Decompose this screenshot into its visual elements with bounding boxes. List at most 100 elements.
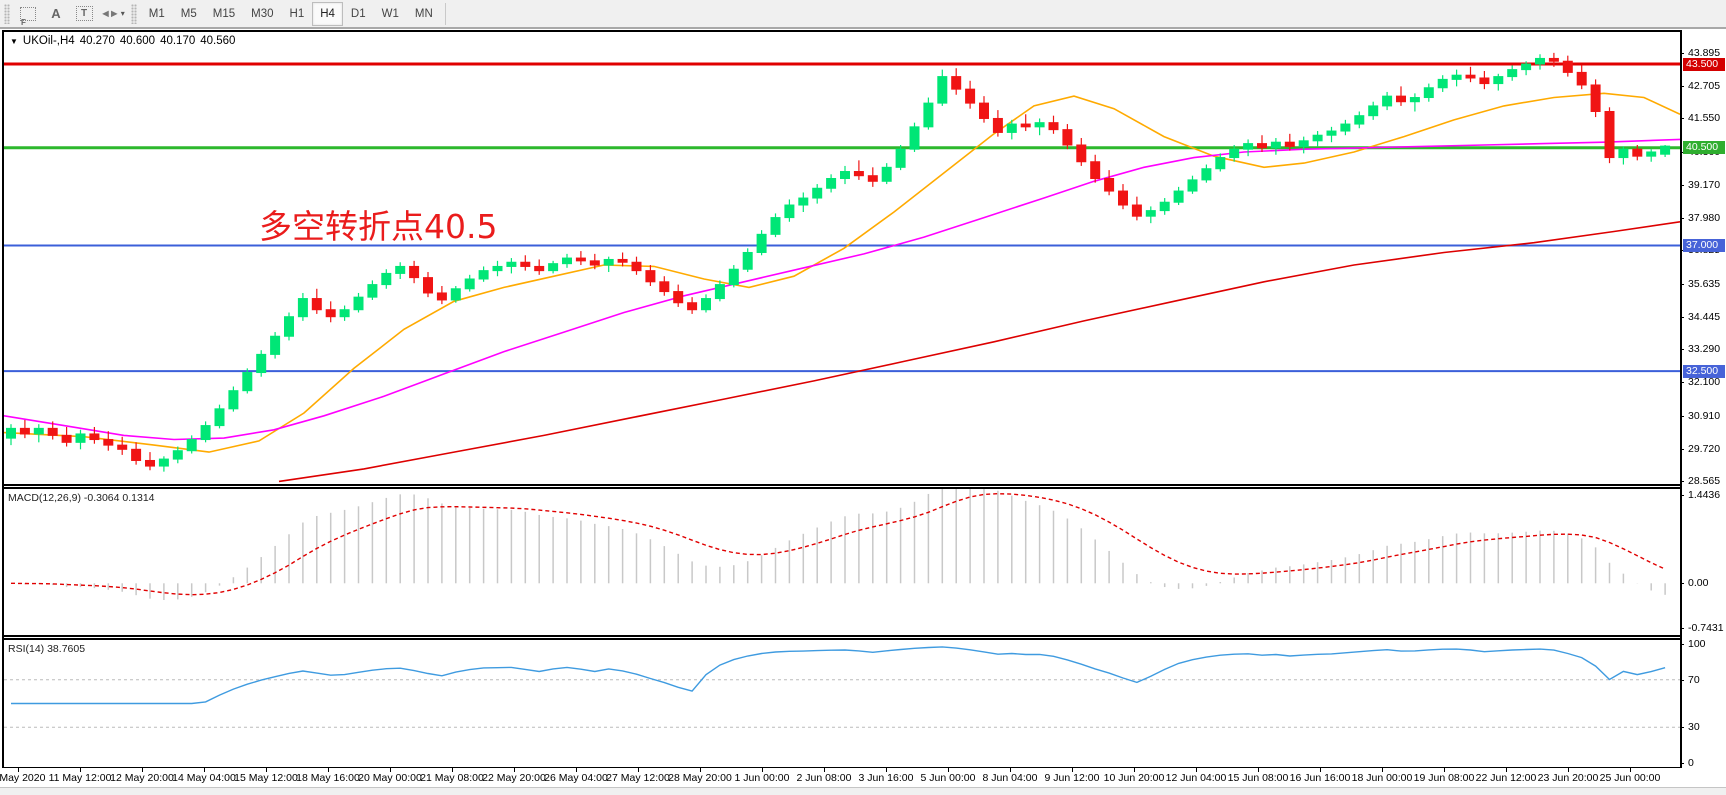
candle-body	[1034, 122, 1045, 128]
chevron-down-icon[interactable]: ▼	[10, 36, 18, 46]
candle-body	[1118, 190, 1128, 206]
timeframe-mn-button[interactable]: MN	[414, 7, 433, 20]
candle-body	[937, 76, 948, 104]
rsi-tick-label: 100	[1680, 638, 1726, 650]
toolbar-grip-2[interactable]	[130, 3, 137, 24]
ma-slow-red	[278, 221, 1680, 483]
timeframe-d1-button[interactable]: D1	[350, 7, 366, 20]
symbol-period-label: UKOil-,H4	[22, 35, 75, 47]
tick-mark	[1680, 118, 1684, 119]
candle-body	[853, 171, 864, 177]
time-tick-mark	[266, 768, 267, 772]
candle-body	[534, 265, 545, 272]
chart-annotation-text[interactable]: 多空转折点40.5	[259, 207, 498, 246]
candle-body	[1396, 95, 1406, 103]
time-tick-label: 16 Jun 16:00	[1289, 772, 1351, 784]
candle-body	[659, 281, 670, 293]
price-tick-label: 42.705	[1680, 80, 1726, 92]
candle-body	[325, 309, 336, 318]
candle-body	[1521, 63, 1532, 71]
time-tick-mark	[514, 768, 515, 772]
time-tick-label: 22 May 20:00	[482, 772, 546, 784]
text-label-icon-button[interactable]: A	[43, 2, 69, 26]
toolbar-grip[interactable]	[4, 3, 10, 24]
candle-body	[1104, 177, 1115, 192]
candle-body	[367, 284, 378, 298]
price-axis[interactable]: 43.89542.70541.55040.36039.17037.98036.8…	[1680, 30, 1726, 787]
rsi-tick-label: 0	[1680, 757, 1726, 769]
candle-body	[714, 284, 725, 300]
macd-tick-label: 1.4436	[1680, 489, 1726, 501]
macd-label: MACD(12,26,9) -0.3064 0.1314	[8, 492, 155, 504]
time-tick-label: 15 May 12:00	[234, 772, 298, 784]
arrows-icon-button[interactable]: ◄► ▾	[99, 2, 126, 26]
candle-body	[1646, 151, 1657, 157]
time-tick-mark	[1630, 768, 1631, 772]
candle-body	[1076, 144, 1087, 163]
macd-signal-line	[10, 492, 1666, 596]
time-tick-label: 12 May 20:00	[110, 772, 174, 784]
time-tick-label: 19 Jun 08:00	[1413, 772, 1475, 784]
candle-body	[75, 433, 86, 443]
candle-body	[409, 265, 420, 279]
time-tick-label: 26 May 04:00	[544, 772, 608, 784]
text-box-icon: T	[75, 6, 93, 21]
rsi-label: RSI(14) 38.7605	[8, 643, 86, 655]
time-tick-label: 5 Jun 00:00	[920, 772, 976, 784]
candle-body	[464, 278, 475, 290]
price-chart-panel[interactable]	[4, 32, 1680, 484]
price-tick-label: 30.910	[1680, 410, 1726, 422]
time-tick-mark	[80, 768, 81, 772]
candle-body	[47, 427, 58, 436]
timeframe-m1-button[interactable]: M1	[148, 7, 165, 20]
timeframe-h1-button[interactable]: H1	[289, 7, 305, 20]
candle-body	[1562, 60, 1573, 73]
candle-body	[1423, 87, 1434, 99]
ohlc-open: 40.270	[79, 35, 115, 47]
time-tick-mark	[328, 768, 329, 772]
price-line-badge-37.000: 37.000	[1683, 239, 1725, 252]
top-toolbar: F A T ◄► ▾ M1 M5 M15 M30 H1 H4 D1 W1 MN	[0, 0, 1726, 29]
candle-body	[450, 288, 461, 301]
tick-mark	[1680, 481, 1684, 482]
rsi-panel[interactable]	[4, 640, 1680, 767]
tick-mark	[1680, 449, 1684, 450]
candle-body	[172, 450, 183, 460]
time-tick-mark	[1010, 768, 1011, 772]
candle-body	[1590, 84, 1601, 112]
panel-separator-macd[interactable]	[4, 484, 1680, 489]
candle-body	[353, 296, 364, 311]
candle-body	[673, 291, 684, 304]
candle-body	[562, 257, 572, 265]
candle-body	[589, 260, 600, 266]
candle-body	[1368, 105, 1379, 117]
time-tick-label: 12 Jun 04:00	[1165, 772, 1227, 784]
panel-separator-rsi[interactable]	[4, 635, 1680, 640]
timeframe-m5-button[interactable]: M5	[180, 7, 197, 20]
candle-body	[61, 434, 72, 443]
timeframe-m30-button[interactable]: M30	[251, 7, 274, 20]
macd-panel[interactable]	[4, 489, 1680, 635]
time-tick-mark	[204, 768, 205, 772]
candle-body	[131, 448, 142, 461]
timeframe-m15-button[interactable]: M15	[212, 7, 236, 20]
candle-body	[1006, 123, 1017, 133]
candle-body	[1173, 190, 1184, 203]
candle-body	[1465, 74, 1476, 79]
chart-window[interactable]: ▼ UKOil-,H4 40.270 40.600 40.170 40.560 …	[2, 30, 1682, 789]
candle-body	[1382, 95, 1393, 107]
candle-body	[1201, 168, 1212, 181]
candle-body	[1020, 123, 1031, 128]
candle-body	[1048, 122, 1059, 131]
candle-body	[1493, 76, 1504, 85]
text-box-icon-button[interactable]: T	[71, 2, 97, 26]
text-label-icon: A	[51, 6, 61, 21]
candle-body	[214, 408, 225, 427]
candle-body	[756, 233, 767, 253]
timeframe-h4-button[interactable]: H4	[312, 1, 343, 26]
candle-body	[1159, 201, 1170, 212]
candle-body	[1145, 210, 1156, 217]
timeframe-w1-button[interactable]: W1	[381, 7, 399, 20]
fibonacci-icon-button[interactable]: F	[15, 2, 41, 27]
